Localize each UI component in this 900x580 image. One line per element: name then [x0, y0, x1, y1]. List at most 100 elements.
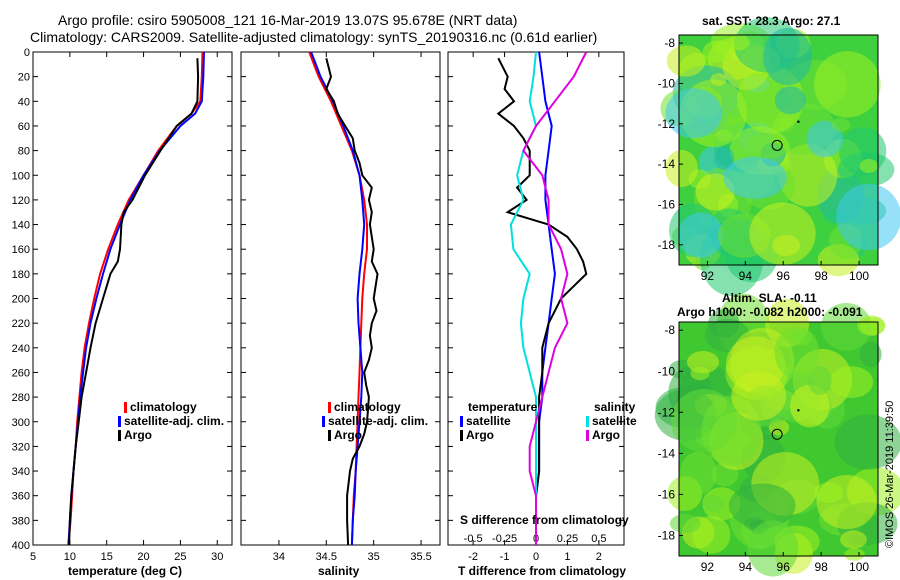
sst-map-ytick-label: -14 [658, 157, 676, 171]
sst-map-texture [677, 212, 724, 258]
sst-map-texture [774, 86, 806, 115]
sst-map-xtick-label: 98 [814, 269, 828, 283]
legend-diff-temperature-title: temperature [468, 400, 538, 414]
ytick-label: 260 [12, 367, 30, 379]
diff-top-xlabel: S difference from climatology [460, 513, 629, 527]
legend-temp-satellite: satellite-adj. clim. [118, 414, 224, 428]
sla-map-frame [678, 321, 879, 557]
xtick-label: -2 [468, 551, 478, 563]
credit-text: ©IMOS 26-Mar-2019 11:39:50 [884, 400, 896, 548]
xtick-label: 0 [533, 551, 539, 563]
xtick-label: 35 [368, 551, 380, 563]
sst-map-frame [678, 34, 879, 266]
title-line-2: Climatology: CARS2009. Satellite-adjuste… [30, 29, 598, 45]
ytick-label: 400 [12, 540, 30, 552]
sal-xlabel: salinity [318, 564, 360, 578]
legend-sal-climatology: climatology [328, 400, 401, 414]
ytick-label: 220 [12, 318, 30, 330]
xtick-s-label: 0.5 [591, 533, 606, 545]
ytick-label: 240 [12, 343, 30, 355]
sla-map-texture [829, 366, 874, 399]
legend-swatch [118, 416, 121, 428]
xtick-label: -1 [500, 551, 510, 563]
sst-map-texture [763, 27, 813, 86]
sla-map-texture [834, 414, 900, 470]
legend-label: satellite [592, 414, 637, 428]
xtick-label: 5 [30, 551, 36, 563]
legend-swatch [124, 402, 127, 414]
sst-map-trajectory-dot [797, 120, 800, 123]
legend-swatch [328, 430, 331, 442]
sst-map-texture [665, 149, 698, 188]
sst-map-texture [665, 88, 722, 139]
sst-map-ytick-label: -16 [658, 197, 676, 211]
ytick-label: 160 [12, 244, 30, 256]
sst-map-xtick-label: 94 [739, 269, 753, 283]
xtick-label: 25 [174, 551, 186, 563]
legend-swatch [586, 416, 589, 428]
sla-map-texture [774, 326, 820, 379]
legend-diff-salinity-title: salinity [594, 400, 636, 414]
ytick-label: 0 [24, 47, 30, 59]
sla-map-texture [728, 483, 796, 529]
xtick-label: 15 [101, 551, 113, 563]
sst-map-texture [728, 34, 750, 51]
sla-map-title-1: Altim. SLA: -0.11 [722, 291, 817, 305]
legend-label: Argo [124, 428, 152, 442]
sst-map-texture [859, 159, 879, 174]
sst-map-title: sat. SST: 28.3 Argo: 27.1 [702, 14, 841, 28]
legend-temp-climatology: climatology [124, 400, 197, 414]
sla-map-texture [680, 451, 717, 495]
sla-map-texture [790, 384, 830, 428]
legend-diff-t-argo: Argo [460, 428, 494, 442]
legend-label: Argo [334, 428, 362, 442]
sla-map-texture [820, 303, 872, 351]
ytick-label: 20 [18, 72, 30, 84]
ytick-label: 360 [12, 491, 30, 503]
legend-swatch [460, 430, 463, 442]
legend-label: climatology [334, 400, 401, 414]
xtick-label: 30 [211, 551, 223, 563]
sst-map-texture [836, 183, 900, 251]
sla-map-texture [703, 494, 724, 512]
ytick-label: 300 [12, 417, 30, 429]
series-line-satellite-adj-clim- [310, 51, 366, 546]
ytick-label: 180 [12, 269, 30, 281]
sla-map-xtick-label: 98 [814, 560, 828, 574]
legend-swatch [460, 416, 463, 428]
sst-map-texture [832, 118, 850, 132]
sst-map-argo-marker [771, 139, 783, 151]
sla-map-xtick-label: 96 [777, 560, 791, 574]
sst-map-texture [666, 45, 706, 77]
legend-swatch [118, 430, 121, 442]
sla-map-texture [690, 366, 710, 381]
sst-map-ytick-label: -12 [658, 117, 676, 131]
ytick-label: 140 [12, 220, 30, 232]
series-line-argo [325, 57, 379, 546]
sla-map-argo-marker [771, 428, 783, 440]
legend-diff-s-satellite: satellite [586, 414, 637, 428]
sla-map-ytick-label: -18 [658, 528, 676, 542]
legend-label: Argo [466, 428, 494, 442]
ytick-label: 340 [12, 466, 30, 478]
title-line-1: Argo profile: csiro 5905008_121 16-Mar-2… [58, 12, 518, 28]
legend-label: satellite-adj. clim. [124, 414, 225, 428]
legend-sal-argo: Argo [328, 428, 362, 442]
sst-map-texture [747, 133, 789, 159]
temp-xlabel: temperature (deg C) [68, 564, 183, 578]
xtick-s-label: 0.25 [557, 533, 578, 545]
legend-diff-t-satellite: satellite [460, 414, 511, 428]
legend-label: Argo [592, 428, 620, 442]
ytick-label: 40 [18, 96, 30, 108]
sla-map-ytick-label: -10 [658, 364, 676, 378]
sst-map-texture [723, 156, 787, 199]
ytick-label: 120 [12, 195, 30, 207]
diff-xlabel: T difference from climatology [458, 564, 627, 578]
sst-map-texture [713, 146, 735, 170]
sla-map-texture [807, 365, 832, 395]
legend-swatch [586, 430, 589, 442]
sst-map-ytick-label: -10 [658, 76, 676, 90]
legend-label: satellite-adj. clim. [328, 414, 429, 428]
legend-diff-s-argo: Argo [586, 428, 620, 442]
xtick-label: 10 [64, 551, 76, 563]
